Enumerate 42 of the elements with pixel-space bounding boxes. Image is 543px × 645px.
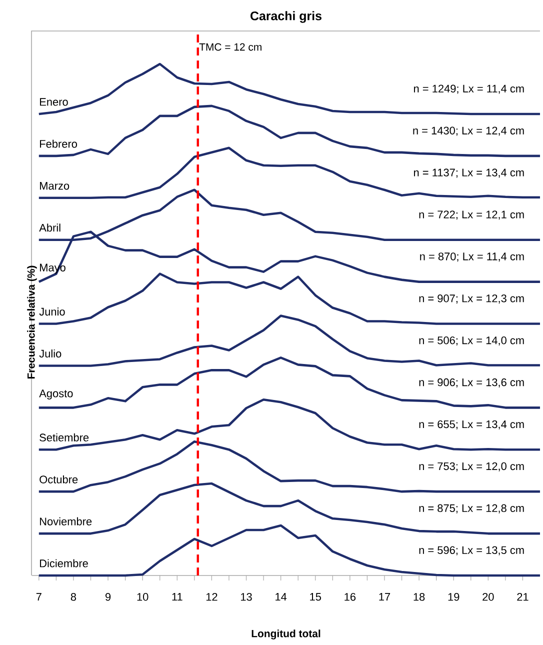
x-tick-label: 15 [310,593,321,601]
y-axis-title: Frecuencia relativa (%) [27,266,37,379]
x-tick-label: 18 [414,593,425,601]
x-tick-label: 8 [70,593,76,601]
annotation: n = 906; Lx = 13,6 cm [419,378,524,388]
chart-title: Carachi gris [250,11,322,23]
annotation: n = 506; Lx = 14,0 cm [419,336,524,346]
series-label: Marzo [40,182,70,190]
x-tick-label: 10 [137,593,148,601]
x-tick-label: 13 [240,593,252,601]
annotation: n = 596; Lx = 13,5 cm [419,546,524,556]
ref-line-label: TMC = 12 cm [199,43,262,51]
annotation: n = 1137; Lx = 13,4 cm [414,168,524,178]
series-label: Diciembre [40,559,88,568]
x-tick-label: 14 [276,593,287,601]
x-tick-label: 16 [344,593,356,601]
series-label: Noviembre [40,517,92,526]
x-tick-label: 7 [36,593,42,601]
series-label: Abril [39,224,60,232]
series-label: Junio [39,308,65,316]
x-tick-label: 11 [172,593,182,601]
x-tick-label: 9 [105,593,111,601]
x-tick-label: 19 [448,593,460,601]
annotation: n = 875; Lx = 12,8 cm [419,504,524,514]
series-label: Agosto [39,390,73,400]
annotation: n = 907; Lx = 12,3 cm [419,294,524,304]
annotation: n = 753; Lx = 12,0 cm [419,462,524,472]
x-tick-label: 20 [482,593,494,601]
series-label: Julio [39,349,62,358]
series-label: Octubre [40,475,78,484]
x-tick-label: 17 [379,593,390,601]
annotation: n = 655; Lx = 13,4 cm [419,420,524,430]
annotation: n = 1430; Lx = 12,4 cm [413,126,524,136]
series-label: Febrero [40,140,78,148]
x-tick-label: 21 [517,593,528,601]
series-label: Enero [40,98,68,106]
x-tick-label: 12 [206,593,218,601]
series-label: Setiembre [40,433,89,442]
x-axis-title: Longitud total [252,630,320,640]
annotation: n = 1249; Lx = 11,4 cm [414,84,524,94]
annotation: n = 722; Lx = 12,1 cm [419,210,524,220]
annotation: n = 870; Lx = 11,4 cm [420,252,524,262]
